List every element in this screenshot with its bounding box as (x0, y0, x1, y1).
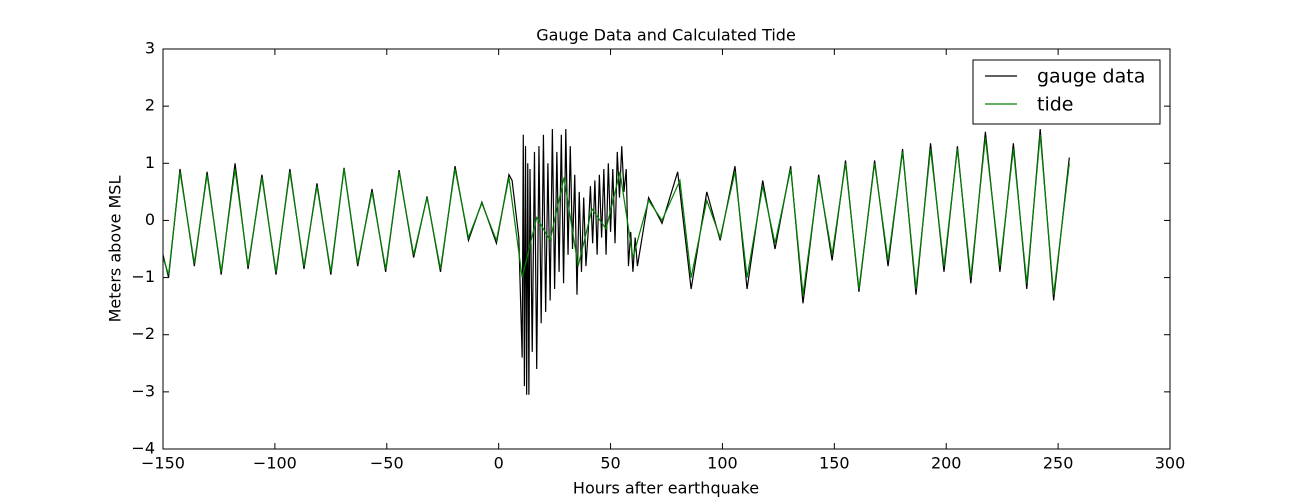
x-tick-label: 50 (600, 454, 620, 473)
y-tick-label: −1 (131, 267, 155, 286)
legend-label: gauge data (1037, 66, 1145, 88)
y-tick-label: 0 (145, 210, 155, 229)
y-tick-label: 3 (145, 39, 155, 58)
y-tick-label: −3 (131, 381, 155, 400)
y-tick-label: 1 (145, 153, 155, 172)
y-axis-label: Meters above MSL (106, 176, 125, 323)
legend-label: tide (1037, 94, 1073, 116)
y-tick-label: −4 (131, 439, 155, 458)
x-tick-label: 300 (1155, 454, 1186, 473)
series-line (163, 134, 1070, 295)
x-tick-label: 100 (707, 454, 738, 473)
x-tick-label: −50 (370, 454, 404, 473)
chart-title: Gauge Data and Calculated Tide (536, 26, 796, 45)
x-tick-label: 0 (494, 454, 504, 473)
y-tick-label: −2 (131, 324, 155, 343)
x-tick-label: −100 (253, 454, 297, 473)
plot-frame (162, 48, 1171, 450)
legend-box (972, 59, 1161, 125)
y-tick-label: 2 (145, 96, 155, 115)
x-tick-label: −150 (141, 454, 185, 473)
x-tick-label: 250 (1043, 454, 1074, 473)
x-tick-label: 200 (931, 454, 962, 473)
x-axis-label: Hours after earthquake (573, 479, 759, 498)
x-tick-label: 150 (819, 454, 850, 473)
